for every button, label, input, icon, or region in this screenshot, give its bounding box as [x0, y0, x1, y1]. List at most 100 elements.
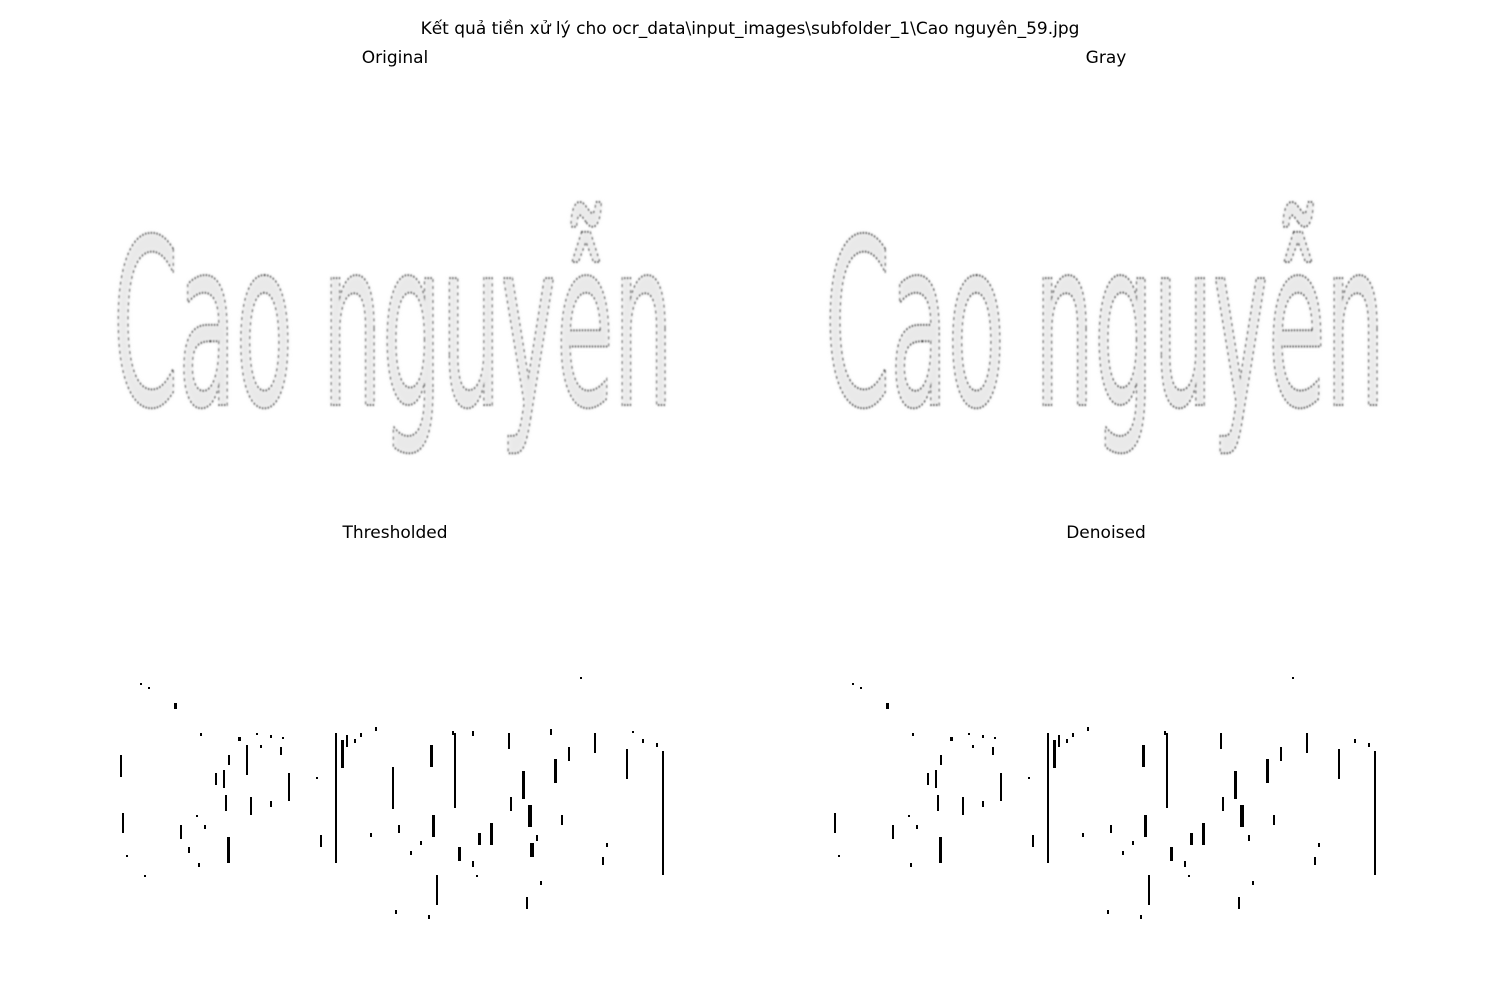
pixel-speck [476, 875, 478, 877]
pixel-speck [174, 703, 177, 709]
pixel-speck [1132, 841, 1134, 845]
thresholded-word-image [120, 677, 664, 919]
pixel-speck [246, 745, 248, 775]
pixel-speck [320, 835, 322, 847]
pixel-speck [1338, 749, 1340, 779]
thresholded-image-panel [110, 675, 675, 935]
pixel-speck [1374, 751, 1376, 875]
original-image-panel: Cao nguyễn Cao nguyễn [110, 150, 675, 515]
pixel-speck [508, 733, 510, 749]
pixel-speck [122, 813, 124, 833]
panel-title-thresholded: Thresholded [342, 523, 448, 543]
pixel-speck [260, 745, 262, 748]
pixel-speck [540, 881, 542, 885]
pixel-speck [1066, 739, 1068, 743]
pixel-speck [375, 727, 377, 731]
pixel-speck [982, 801, 984, 807]
pixel-speck [432, 815, 435, 837]
pixel-speck [1184, 861, 1186, 867]
pixel-speck [968, 733, 970, 735]
pixel-speck [860, 687, 862, 689]
pixel-speck [892, 825, 894, 839]
pixel-speck [606, 843, 608, 847]
pixel-speck [550, 729, 552, 735]
pixel-speck [536, 835, 538, 841]
pixel-speck [1082, 833, 1084, 837]
pixel-speck [490, 823, 493, 845]
pixel-speck [838, 855, 840, 857]
pixel-speck [148, 687, 150, 689]
pixel-speck [472, 861, 474, 867]
pixel-speck [198, 863, 200, 867]
pixel-speck [1202, 823, 1205, 845]
pixel-speck [1292, 677, 1294, 679]
pixel-speck [126, 855, 128, 857]
pixel-speck [1107, 910, 1109, 914]
pixel-speck [1318, 843, 1320, 847]
pixel-speck [472, 731, 474, 736]
pixel-speck [1142, 745, 1145, 767]
pixel-speck [270, 735, 272, 738]
pixel-speck [1140, 915, 1142, 919]
pixel-speck [282, 737, 284, 739]
gray-word-image: Cao nguyễn Cao nguyễn [824, 189, 1386, 461]
pixel-speck [1222, 797, 1224, 811]
pixel-speck [410, 851, 412, 855]
pixel-speck [335, 733, 337, 863]
pixel-speck [1148, 875, 1150, 905]
pixel-speck [950, 737, 953, 741]
pixel-speck [656, 743, 658, 747]
pixel-speck [642, 739, 644, 743]
pixel-speck [834, 813, 836, 833]
pixel-speck [886, 703, 889, 709]
pixel-speck [982, 735, 984, 738]
pixel-speck [370, 833, 372, 837]
pixel-speck [1306, 733, 1308, 753]
pixel-speck [428, 915, 430, 919]
panel-title-gray: Gray [1085, 48, 1127, 68]
pixel-speck [935, 770, 937, 788]
pixel-speck [1240, 805, 1244, 827]
pixel-speck [1238, 897, 1240, 909]
pixel-speck [528, 805, 532, 827]
pixel-speck [144, 875, 146, 877]
pixel-speck [1110, 825, 1112, 833]
pixel-speck [1144, 815, 1147, 837]
pixel-speck [452, 731, 454, 735]
pixel-speck [200, 733, 202, 736]
pixel-speck [228, 755, 230, 765]
pixel-speck [1248, 835, 1250, 841]
denoised-image-panel [822, 675, 1387, 935]
pixel-speck [1188, 875, 1190, 877]
pixel-speck [554, 759, 557, 783]
pixel-speck [1354, 739, 1356, 743]
pixel-speck [1164, 731, 1166, 735]
pixel-speck [120, 755, 122, 777]
pixel-speck [398, 825, 400, 833]
pixel-speck [1234, 771, 1237, 799]
pixel-speck [395, 910, 397, 914]
pixel-speck [354, 739, 356, 743]
pixel-speck [662, 751, 664, 875]
pixel-speck [1166, 733, 1168, 808]
gray-word-stroke: Cao nguyễn [825, 190, 1385, 460]
pixel-speck [346, 735, 348, 747]
pixel-speck [972, 745, 974, 748]
pixel-speck [288, 773, 290, 801]
original-word-halo: Cao nguyễn [113, 190, 673, 460]
pixel-speck [1314, 857, 1316, 865]
pixel-speck [561, 815, 563, 825]
pixel-speck [1280, 747, 1282, 761]
pixel-speck [420, 841, 422, 845]
denoised-word-image [834, 677, 1376, 919]
gray-image-panel: Cao nguyễn Cao nguyễn [822, 150, 1387, 515]
pixel-speck [580, 677, 582, 679]
pixel-speck [458, 847, 461, 861]
pixel-speck [962, 797, 964, 815]
original-word-stroke: Cao nguyễn [113, 190, 673, 460]
pixel-speck [530, 843, 534, 857]
pixel-speck [916, 825, 918, 829]
original-word-image: Cao nguyễn Cao nguyễn [112, 189, 674, 461]
pixel-speck [1053, 740, 1056, 768]
pixel-speck [910, 863, 912, 867]
